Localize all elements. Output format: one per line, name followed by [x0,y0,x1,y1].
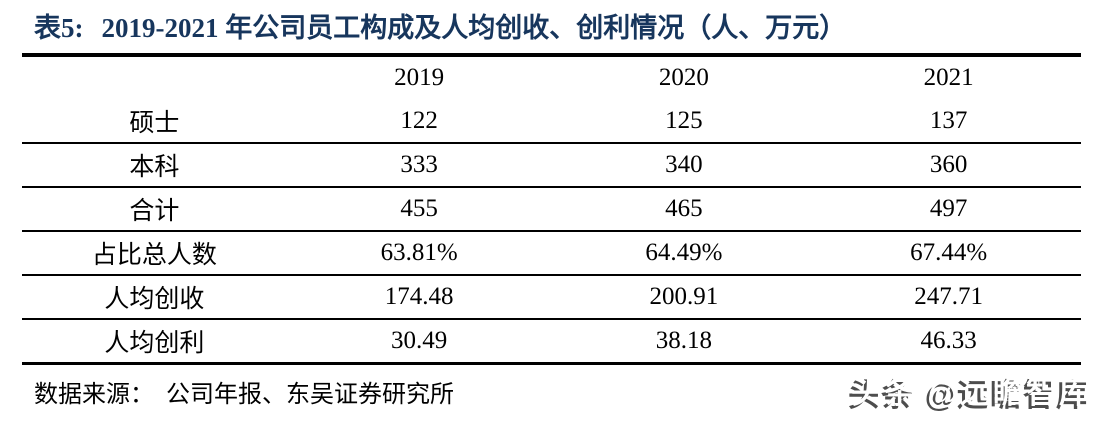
cell-value: 30.49 [391,326,448,354]
toutiao-watermark: 头条 @远瞻智库 [851,374,1092,410]
table-row: 人均创收 174.48 200.91 247.71 [22,275,1081,319]
table-row: 合计 455 465 497 [22,187,1081,231]
cell-value: 122 [400,106,438,134]
footer: 数据来源： 公司年报、东吴证券研究所 头条 @远瞻智库 [0,365,1114,410]
data-source-label: 数据来源： [34,381,154,408]
header-cell-2020: 2020 [658,64,709,91]
row-label: 本科 [129,154,180,181]
cell-value: 360 [929,151,968,178]
header-cell-2019: 2019 [394,64,445,91]
cell-value: 455 [400,195,438,222]
data-source: 数据来源： 公司年报、东吴证券研究所 [34,380,454,410]
cell-value: 497 [929,195,968,222]
cell-value: 137 [929,106,968,134]
cell-value: 247.71 [914,283,983,310]
row-label: 占比总人数 [91,242,217,269]
employee-stats-table: 2019 2020 2021 硕士 122 125 137 本科 333 340… [22,53,1081,365]
row-label: 硕士 [129,109,180,137]
header-cell-blank [22,55,287,99]
cell-value: 465 [665,195,703,222]
table-title-text: 2019-2021 年公司员工构成及人均创收、创利情况（人、万元） [101,13,847,43]
cell-value: 38.18 [655,326,712,354]
table-container: 2019 2020 2021 硕士 122 125 137 本科 333 340… [22,53,1081,365]
cell-value: 67.44% [910,239,988,266]
cell-value: 46.33 [920,326,977,354]
table-number-label: 表5: [34,13,84,43]
row-label: 人均创收 [104,286,205,313]
cell-value: 340 [665,151,703,178]
table-title: 表5: 2019-2021 年公司员工构成及人均创收、创利情况（人、万元） [0,0,1114,45]
cell-value: 333 [400,151,438,178]
cell-value: 64.49% [645,239,723,266]
cell-value: 174.48 [384,283,454,310]
table-header-row: 2019 2020 2021 [22,55,1081,99]
cell-value: 63.81% [380,239,458,266]
table-row: 占比总人数 63.81% 64.49% 67.44% [22,231,1081,275]
cell-value: 200.91 [649,283,719,310]
cell-value: 125 [665,106,703,134]
row-label: 合计 [129,198,180,225]
header-cell-2021: 2021 [923,64,974,91]
table-row: 硕士 122 125 137 [22,99,1081,143]
table-row: 人均创利 30.49 38.18 46.33 [22,319,1081,363]
data-source-text: 公司年报、东吴证券研究所 [166,381,454,408]
row-label: 人均创利 [104,329,205,357]
table-row: 本科 333 340 360 [22,143,1081,187]
